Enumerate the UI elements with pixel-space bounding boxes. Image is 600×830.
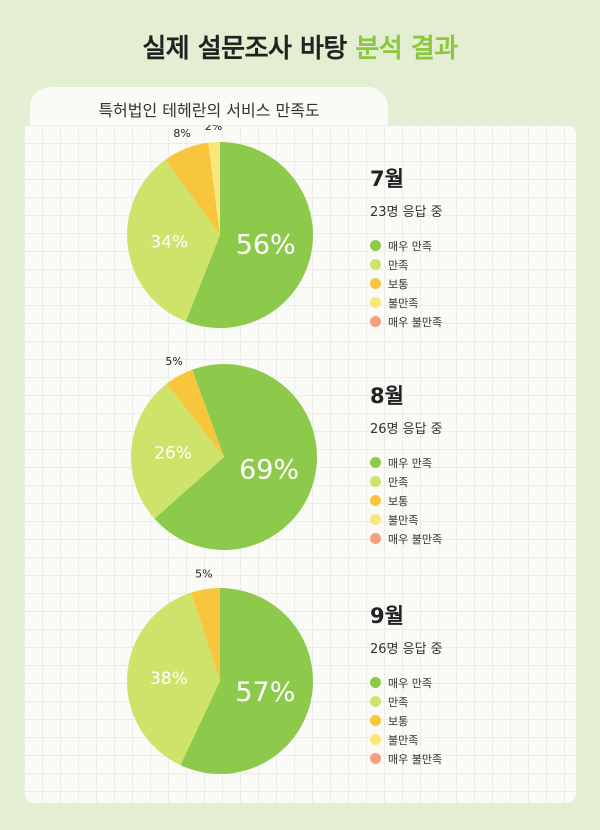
pie-slice (165, 142, 220, 235)
legend-item: 만족 (370, 255, 443, 274)
legend: 매우 만족 만족 보통 불만족 매우 불만족 (370, 453, 443, 548)
legend-item: 매우 만족 (370, 673, 443, 692)
response-count: 23명 응답 중 (370, 205, 443, 220)
survey-tab: 특허법인 테헤란의 서비스 만족도 (30, 87, 388, 127)
legend-dot (370, 259, 381, 270)
legend-item: 보통 (370, 491, 443, 510)
results-panel: 56% 34% 8% 2% 69% 26% 5% 57% 38% 5% 7월 23명 응답 중 매… (24, 125, 576, 803)
month-title: 9월 (370, 604, 404, 628)
legend-dot (370, 753, 381, 764)
legend-dot (370, 677, 381, 688)
legend-label: 만족 (388, 695, 409, 709)
pie-slice (191, 588, 220, 681)
slice-label: 5% (195, 567, 212, 580)
pie-slice (126, 592, 220, 766)
legend-dot (370, 533, 381, 544)
legend-item: 매우 만족 (370, 453, 443, 472)
legend-item: 매우 만족 (370, 236, 443, 255)
pie-slice (154, 364, 317, 550)
legend-item: 보통 (370, 711, 443, 730)
legend-dot (370, 696, 381, 707)
legend-dot (370, 715, 381, 726)
info-september: 9월 26명 응답 중 매우 만족 만족 보통 불만족 매우 불만족 (370, 600, 443, 768)
pie-slice (166, 369, 224, 457)
legend-label: 만족 (388, 258, 409, 272)
legend-label: 만족 (388, 475, 409, 489)
pie-slice (208, 142, 220, 235)
legend-label: 매우 만족 (388, 239, 432, 253)
legend-dot (370, 457, 381, 468)
pie-slice (180, 588, 313, 774)
legend-dot (370, 316, 381, 327)
pie-slice (126, 159, 220, 322)
legend-dot (370, 278, 381, 289)
info-july: 7월 23명 응답 중 매우 만족 만족 보통 불만족 매우 불만족 (370, 163, 443, 331)
legend-dot (370, 240, 381, 251)
tab-label: 특허법인 테헤란의 서비스 만족도 (98, 101, 320, 120)
month-title: 8월 (370, 384, 404, 408)
legend: 매우 만족 만족 보통 불만족 매우 불만족 (370, 673, 443, 768)
legend-item: 불만족 (370, 293, 443, 312)
page-title: 실제 설문조사 바탕 분석 결과 (0, 28, 600, 65)
slice-label: 26% (154, 443, 192, 463)
slice-label: 38% (150, 669, 188, 689)
legend-dot (370, 297, 381, 308)
legend-label: 보통 (388, 714, 409, 728)
response-count: 26명 응답 중 (370, 642, 443, 657)
month-title: 7월 (370, 167, 404, 191)
legend-label: 보통 (388, 277, 409, 291)
legend-dot (370, 514, 381, 525)
legend-dot (370, 495, 381, 506)
legend-item: 매우 불만족 (370, 749, 443, 768)
slice-label: 5% (165, 355, 182, 368)
slice-label: 2% (205, 125, 222, 133)
slice-label: 34% (150, 232, 188, 252)
legend-label: 불만족 (388, 296, 419, 310)
legend-dot (370, 734, 381, 745)
slice-label: 8% (173, 127, 190, 140)
legend-label: 불만족 (388, 513, 419, 527)
pie-charts: 56% 34% 8% 2% 69% 26% 5% 57% 38% 5% (126, 125, 317, 774)
pie-slice (130, 383, 224, 519)
slice-label: 69% (239, 454, 299, 485)
response-count: 26명 응답 중 (370, 422, 443, 437)
slice-label: 57% (235, 677, 295, 708)
legend-label: 보통 (388, 494, 409, 508)
pie-slice (185, 142, 314, 328)
legend-label: 매우 불만족 (388, 315, 443, 329)
legend-item: 만족 (370, 692, 443, 711)
title-accent: 분석 결과 (355, 34, 458, 64)
legend-label: 매우 만족 (388, 456, 432, 470)
legend-item: 보통 (370, 274, 443, 293)
legend-dot (370, 476, 381, 487)
info-august: 8월 26명 응답 중 매우 만족 만족 보통 불만족 매우 불만족 (370, 380, 443, 548)
legend-label: 매우 불만족 (388, 532, 443, 546)
legend-item: 불만족 (370, 730, 443, 749)
legend-item: 불만족 (370, 510, 443, 529)
slice-label: 56% (236, 230, 296, 261)
legend-label: 매우 불만족 (388, 752, 443, 766)
legend-label: 불만족 (388, 733, 419, 747)
legend-label: 매우 만족 (388, 676, 432, 690)
title-main: 실제 설문조사 바탕 (142, 34, 356, 64)
legend-item: 만족 (370, 472, 443, 491)
legend-item: 매우 불만족 (370, 312, 443, 331)
legend-item: 매우 불만족 (370, 529, 443, 548)
legend: 매우 만족 만족 보통 불만족 매우 불만족 (370, 236, 443, 331)
